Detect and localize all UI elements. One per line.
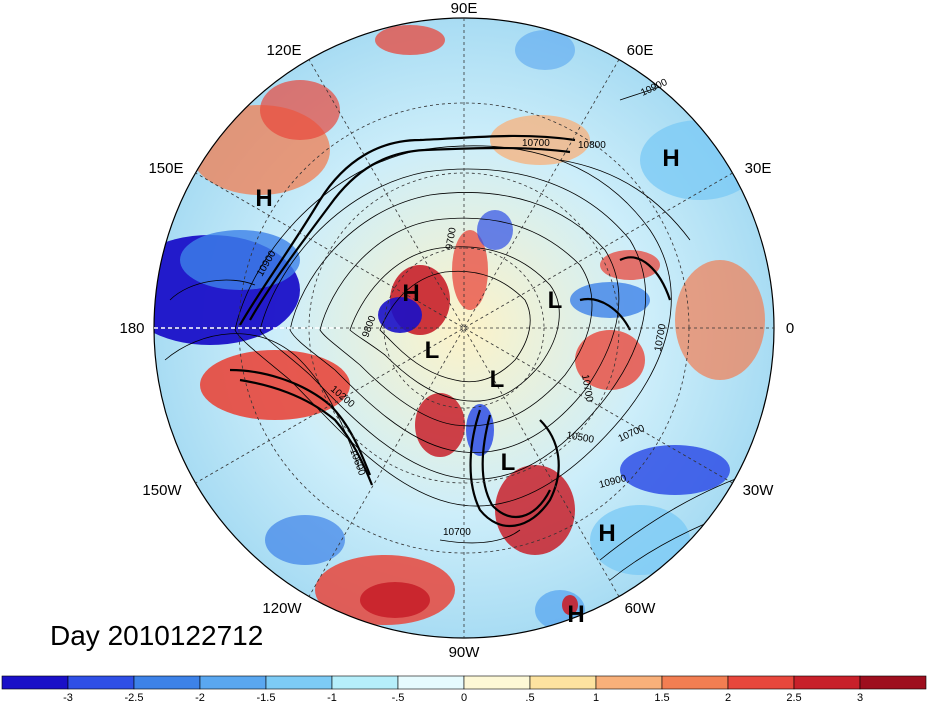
- high-center: H: [567, 601, 584, 628]
- contour-label: 10500: [565, 430, 595, 446]
- contour-label: 10700: [443, 527, 471, 538]
- colorbar-tick-label: 2: [725, 692, 731, 702]
- colorbar-tick-label: 1.5: [654, 692, 669, 702]
- colorbar-swatch: [133, 675, 201, 690]
- low-center: L: [501, 449, 516, 476]
- colorbar-swatch: [463, 675, 531, 690]
- colorbar-swatch: [859, 675, 927, 690]
- colorbar-tick-label: 0: [461, 692, 467, 702]
- colorbar-swatch: [595, 675, 663, 690]
- colorbar-swatch: [661, 675, 729, 690]
- lon-label-120e: 120E: [266, 42, 301, 59]
- colorbar-swatch: [331, 675, 399, 690]
- longitude-labels: 90E 60E 30E 0 30W 60W 90W 120W 150W 180 …: [119, 0, 794, 661]
- colorbar-swatch: [793, 675, 861, 690]
- colorbar-tick-label: -1.5: [257, 692, 276, 702]
- colorbar-swatch: [67, 675, 135, 690]
- colorbar-swatch: [199, 675, 267, 690]
- lon-label-60e: 60E: [627, 42, 654, 59]
- lon-label-90w: 90W: [449, 644, 481, 661]
- high-center: H: [598, 520, 615, 547]
- colorbar-tick-label: -3: [63, 692, 73, 702]
- colorbar-swatch: [1, 675, 69, 690]
- colorbar-tick-label: -2: [195, 692, 205, 702]
- colorbar-swatch: [265, 675, 333, 690]
- lon-label-0: 0: [786, 320, 794, 337]
- low-center: L: [548, 287, 563, 314]
- colorbar-tick-label: -1: [327, 692, 337, 702]
- colorbar-swatch: [397, 675, 465, 690]
- graticule: [154, 18, 774, 638]
- colorbar-tick-label: .5: [525, 692, 534, 702]
- lon-label-150w: 150W: [142, 482, 182, 499]
- colorbar: -3 -2.5 -2 -1.5 -1 -.5 0 .5 1 1.5 2 2.5 3: [1, 675, 927, 702]
- low-center: L: [425, 337, 440, 364]
- jet-contours: [229, 134, 672, 528]
- colorbar-tick-label: 2.5: [786, 692, 801, 702]
- low-center: L: [490, 366, 505, 393]
- contour-label: 9700: [444, 226, 459, 250]
- colorbar-tick-label: 1: [593, 692, 599, 702]
- pressure-centers: H H H H H H L L L L: [255, 145, 679, 628]
- lon-label-30w: 30W: [743, 482, 775, 499]
- colorbar-tick-label: -.5: [392, 692, 405, 702]
- colorbar-swatch: [529, 675, 597, 690]
- contour-label: 10700: [653, 323, 669, 353]
- lon-label-120w: 120W: [262, 600, 302, 617]
- lon-label-150e: 150E: [148, 160, 183, 177]
- high-center: H: [255, 185, 272, 212]
- lon-label-30e: 30E: [745, 160, 772, 177]
- high-center: H: [402, 280, 419, 307]
- lon-label-90e: 90E: [451, 0, 478, 17]
- colorbar-tick-label: -2.5: [125, 692, 144, 702]
- contour-label: 10700: [522, 138, 550, 149]
- contour-label: 10700: [579, 374, 595, 404]
- colorbar-tick-label: 3: [857, 692, 863, 702]
- page-title: Day 2010122712: [50, 620, 264, 651]
- contour-label: 10800: [578, 140, 606, 151]
- high-center: H: [662, 145, 679, 172]
- colorbar-swatch: [727, 675, 795, 690]
- lon-label-180: 180: [119, 320, 144, 337]
- lon-label-60w: 60W: [625, 600, 657, 617]
